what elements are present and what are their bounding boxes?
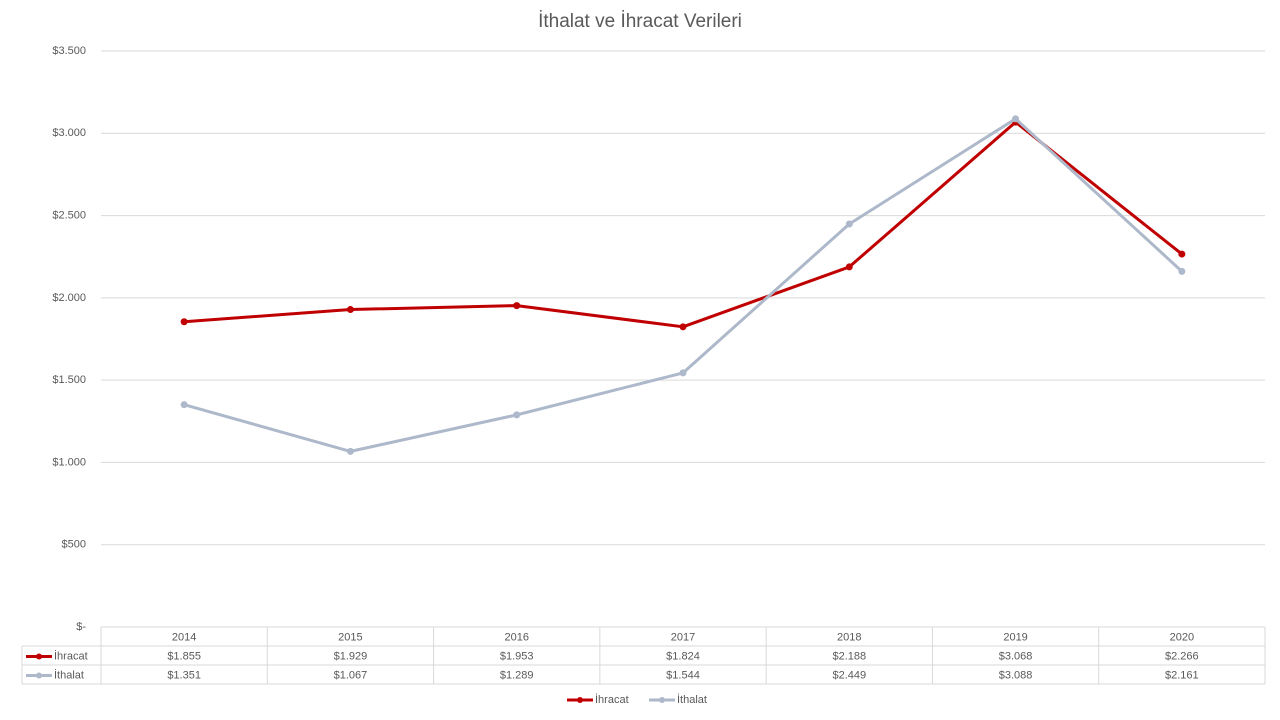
point: [180, 401, 188, 409]
y-tick-label: $3.000: [52, 127, 86, 139]
table-value: $1.544: [666, 669, 700, 681]
table-legend-marker: [36, 672, 42, 679]
point: [1178, 250, 1186, 258]
point: [346, 447, 354, 455]
table-value: $3.068: [999, 650, 1033, 662]
series-line: [184, 120, 1183, 329]
point: [1178, 267, 1186, 275]
table-value: $2.266: [1165, 650, 1199, 662]
point: [845, 220, 853, 228]
table-series-name: İthalat: [54, 668, 84, 681]
y-tick-label: $2.500: [52, 209, 86, 221]
y-tick-label: $500: [62, 539, 86, 551]
y-tick-label: $2.000: [52, 292, 86, 304]
point: [513, 302, 521, 310]
point: [679, 323, 687, 331]
table-value: $3.088: [999, 669, 1033, 681]
point: [679, 369, 687, 377]
x-tick-label: 2017: [671, 631, 695, 643]
x-tick-label: 2016: [504, 631, 528, 643]
legend-label: İthalat: [677, 693, 707, 706]
x-tick-label: 2019: [1003, 631, 1027, 643]
legend-marker: [659, 697, 665, 703]
table-series-name: İhracat: [54, 649, 88, 662]
y-tick-label: $-: [76, 621, 86, 633]
table-value: $1.289: [500, 669, 534, 681]
table-value: $2.449: [832, 669, 866, 681]
point: [1012, 115, 1020, 123]
legend-label: İhracat: [595, 693, 629, 706]
table-value: $2.161: [1165, 669, 1199, 681]
table-value: $1.824: [666, 650, 700, 662]
y-tick-label: $1.500: [52, 374, 86, 386]
table-value: $1.953: [500, 650, 534, 662]
point: [346, 306, 354, 314]
y-tick-label: $3.500: [52, 45, 86, 57]
table-legend-marker: [36, 653, 42, 660]
point: [845, 263, 853, 271]
legend-marker: [577, 697, 583, 703]
x-tick-label: 2020: [1170, 631, 1194, 643]
table-value: $1.351: [167, 669, 201, 681]
y-tick-label: $1.000: [52, 456, 86, 468]
table-value: $1.855: [167, 650, 201, 662]
series-line: [183, 117, 1183, 453]
point: [513, 411, 521, 419]
point: [180, 318, 188, 326]
table-value: $2.188: [832, 650, 866, 662]
chart-title: İthalat ve İhracat Verileri: [538, 11, 742, 32]
x-tick-label: 2015: [338, 631, 362, 643]
x-tick-label: 2018: [837, 631, 861, 643]
x-tick-label: 2014: [172, 631, 196, 643]
table-value: $1.929: [334, 650, 368, 662]
table-value: $1.067: [334, 669, 368, 681]
